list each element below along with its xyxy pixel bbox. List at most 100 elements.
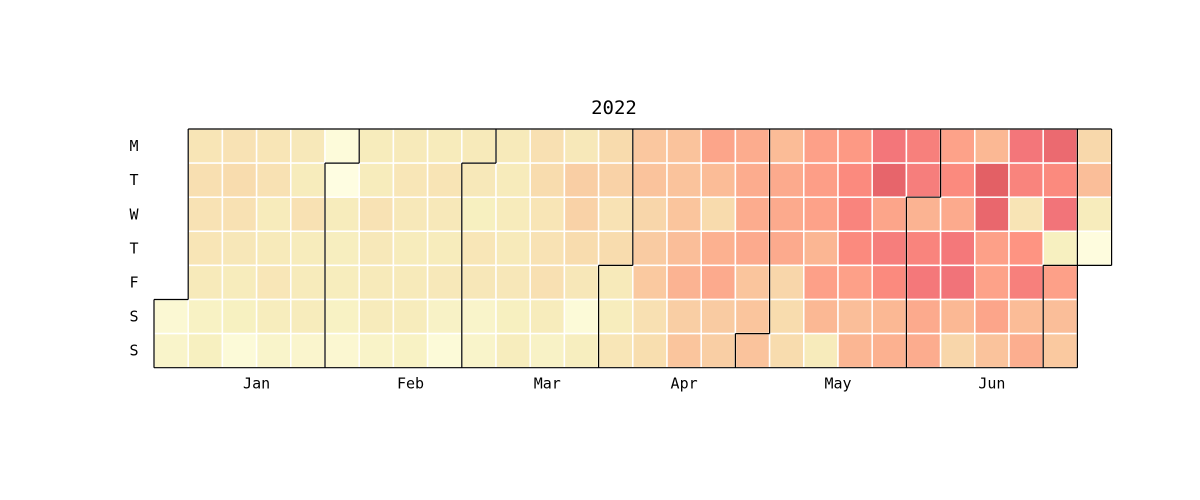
heatmap-cell (255, 264, 292, 301)
heatmap-cell (632, 298, 668, 335)
heatmap-cell (461, 332, 497, 369)
heatmap-cell (426, 128, 463, 164)
heatmap-cell (939, 264, 976, 301)
heatmap-cell (358, 298, 395, 335)
heatmap-cell (974, 298, 1010, 335)
heatmap-cell (666, 332, 702, 369)
heatmap-cell (803, 332, 839, 369)
heatmap-cell (1042, 128, 1079, 164)
heatmap-cell (392, 264, 429, 301)
heatmap-cell (700, 196, 737, 233)
heatmap-cell (768, 332, 805, 369)
heatmap-cell (1008, 298, 1044, 335)
heatmap-cell (563, 298, 600, 335)
heatmap-cell (1008, 264, 1044, 301)
heatmap-cell (255, 332, 292, 369)
heatmap-cell (871, 162, 908, 198)
heatmap-cell (939, 128, 976, 164)
heatmap-cell (803, 162, 839, 198)
heatmap-cell (221, 128, 258, 164)
weekday-label: T (129, 239, 138, 257)
heatmap-cell (871, 196, 908, 233)
heatmap-cell (461, 162, 497, 198)
heatmap-cell (358, 128, 395, 164)
heatmap-cell (905, 128, 942, 164)
heatmap-cell (837, 230, 873, 267)
heatmap-cell (871, 128, 908, 164)
heatmap-cell (221, 230, 258, 267)
heatmap-cell (837, 264, 873, 301)
month-label: Jan (243, 375, 270, 393)
heatmap-cell (803, 128, 839, 164)
heatmap-cell (324, 128, 360, 164)
heatmap-cell (632, 162, 668, 198)
heatmap-cell (290, 128, 326, 164)
heatmap-cell (905, 298, 942, 335)
month-boundary-line (153, 128, 1113, 369)
heatmap-cell (529, 264, 566, 301)
heatmap-cell (666, 230, 702, 267)
heatmap-cell (187, 298, 224, 335)
month-boundaries (153, 128, 1113, 369)
heatmap-cell (461, 128, 497, 164)
heatmap-cell (358, 196, 395, 233)
heatmap-cell (495, 264, 531, 301)
heatmap-cell (597, 264, 634, 301)
heatmap-cell (1076, 128, 1113, 164)
heatmap-cell (290, 298, 326, 335)
heatmap-cell (1076, 162, 1113, 198)
heatmap-cell (905, 230, 942, 267)
heatmap-cell (461, 264, 497, 301)
heatmap-cell (221, 332, 258, 369)
heatmap-cell (495, 298, 531, 335)
month-label: Mar (534, 375, 561, 393)
heatmap-cell (666, 162, 702, 198)
heatmap-cell (734, 298, 771, 335)
heatmap-cell (221, 196, 258, 233)
heatmap-cell (871, 264, 908, 301)
heatmap-cell (768, 298, 805, 335)
heatmap-cell (255, 298, 292, 335)
heatmap-cell (495, 128, 531, 164)
heatmap-cell (768, 128, 805, 164)
heatmap-cell (529, 128, 566, 164)
heatmap-cell (358, 162, 395, 198)
heatmap-cell (700, 298, 737, 335)
heatmap-cell (939, 298, 976, 335)
heatmap-cell (632, 196, 668, 233)
heatmap-cell (392, 332, 429, 369)
heatmap-cell (632, 128, 668, 164)
heatmap-cell (563, 230, 600, 267)
heatmap-cell (803, 196, 839, 233)
heatmap-cell (803, 264, 839, 301)
heatmap-cell (426, 196, 463, 233)
heatmap-cell (324, 162, 360, 198)
heatmap-cell (1008, 128, 1044, 164)
heatmap-cell (597, 230, 634, 267)
heatmap-cell (768, 264, 805, 301)
heatmap-cell (392, 162, 429, 198)
heatmap-cell (939, 332, 976, 369)
weekday-label: W (129, 205, 139, 223)
heatmap-cell (426, 230, 463, 267)
heatmap-cell (666, 264, 702, 301)
heatmap-cell (461, 196, 497, 233)
heatmap-cell (495, 230, 531, 267)
heatmap-cell (563, 196, 600, 233)
heatmap-cell (392, 298, 429, 335)
heatmap-cell (324, 332, 360, 369)
heatmap-cell (700, 128, 737, 164)
heatmap-cell (324, 196, 360, 233)
weekday-label: T (129, 171, 138, 189)
heatmap-cell (290, 230, 326, 267)
heatmap-cells (153, 128, 1113, 369)
heatmap-cell (837, 196, 873, 233)
heatmap-cell (974, 196, 1010, 233)
heatmap-cell (1008, 332, 1044, 369)
heatmap-cell (1076, 196, 1113, 233)
weekday-label: F (129, 273, 138, 291)
heatmap-cell (461, 298, 497, 335)
heatmap-cell (495, 196, 531, 233)
month-label: Jun (978, 375, 1005, 393)
